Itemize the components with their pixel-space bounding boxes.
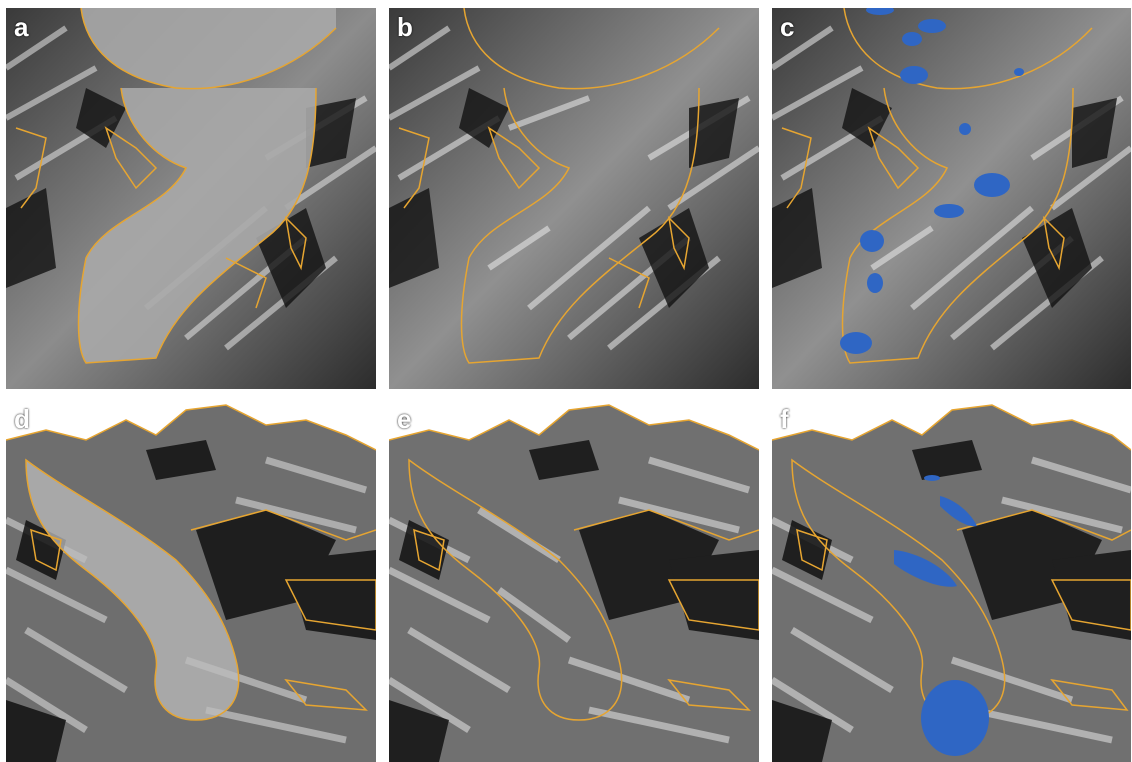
lake-markers — [840, 8, 1024, 354]
perspective-image-d — [6, 400, 376, 762]
panel-a: a — [6, 8, 376, 389]
glacier-outline — [6, 404, 376, 721]
panel-label-b: b — [397, 12, 413, 42]
lake-markers — [894, 475, 989, 756]
hillshade-image-c — [772, 8, 1131, 389]
panel-e: e — [389, 400, 759, 762]
glacier-outline — [389, 404, 759, 721]
glacier-outline — [15, 8, 337, 364]
panel-label-f: f — [780, 404, 789, 434]
panel-label-e: e — [397, 404, 412, 434]
panel-b: b — [389, 8, 759, 389]
panel-c: c — [772, 8, 1131, 389]
panel-label-a: a — [14, 12, 29, 42]
panel-label-d: d — [14, 404, 30, 434]
hillshade-image-b — [389, 8, 759, 389]
glacier-fill — [78, 8, 336, 363]
panel-label-c: c — [780, 12, 795, 42]
hillshade-image-a — [6, 8, 376, 389]
glacier-fill — [26, 460, 239, 720]
panel-f: f — [772, 400, 1131, 762]
perspective-image-f — [772, 400, 1131, 762]
glacier-outline — [398, 8, 720, 364]
perspective-image-e — [389, 400, 759, 762]
panel-d: d — [6, 400, 376, 762]
glacier-outline — [781, 8, 1093, 364]
